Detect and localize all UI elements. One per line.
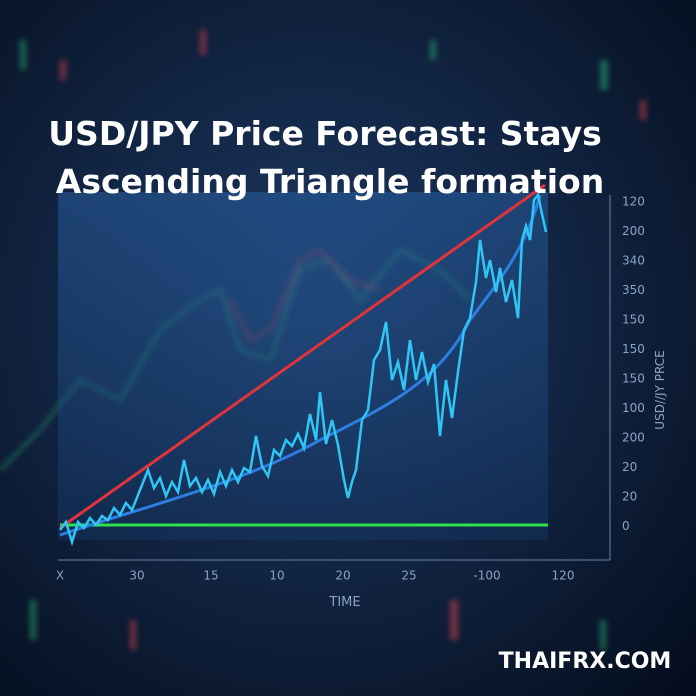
x-labels: X 30 15 10 20 25 -100 120 — [56, 569, 575, 583]
x-label: X — [56, 569, 64, 583]
y-label: 20 — [622, 490, 637, 504]
y-axis-title: USD//JY PRCE — [653, 350, 667, 429]
chart-panel — [58, 192, 548, 540]
x-label: 10 — [269, 569, 284, 583]
trend-curve — [59, 194, 542, 537]
y-label: 0 — [622, 519, 630, 533]
title-line: Ascending Triangle formation — [56, 162, 604, 201]
watermark: THAIFRX.COM — [499, 649, 672, 674]
y-label: 120 — [622, 195, 645, 209]
price-line — [59, 192, 548, 547]
y-label: 100 — [622, 401, 645, 415]
x-label: 120 — [552, 569, 575, 583]
y-label: 150 — [622, 313, 645, 327]
x-axis-title: TIME — [328, 595, 360, 610]
resistance-line — [59, 183, 546, 530]
title-line: USD/JPY Price Forecast: Stays — [48, 114, 601, 153]
x-label: -100 — [473, 569, 500, 583]
y-label: 20 — [622, 460, 637, 474]
y-label: 340 — [622, 254, 645, 268]
x-label: 15 — [203, 569, 218, 583]
x-label: 30 — [129, 569, 144, 583]
y-label: 150 — [622, 372, 645, 386]
y-label: 200 — [622, 431, 645, 445]
x-label: 25 — [401, 569, 416, 583]
y-label: 350 — [622, 283, 645, 297]
y-label: 150 — [622, 342, 645, 356]
y-label: 200 — [622, 224, 645, 238]
x-label: 20 — [335, 569, 350, 583]
